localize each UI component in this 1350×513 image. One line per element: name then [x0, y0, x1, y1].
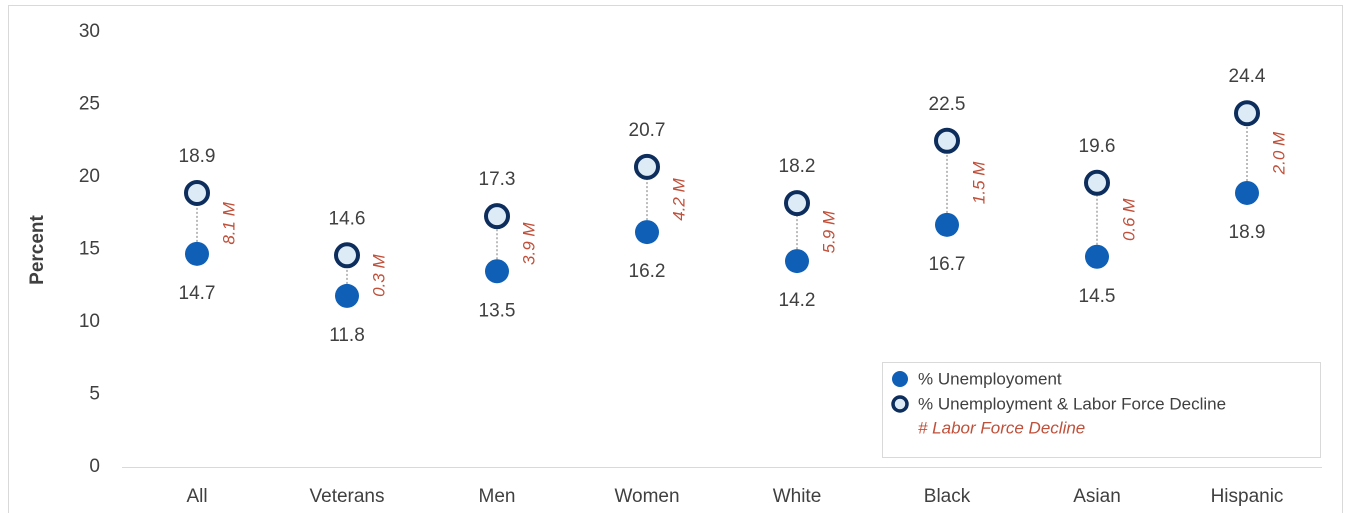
unemployment-decline-dot	[334, 242, 360, 269]
unemployment-dot	[1235, 180, 1259, 205]
unemployment-decline-dot	[484, 203, 510, 230]
x-tick-label: Women	[614, 486, 679, 507]
data-label: 17.3	[479, 169, 516, 190]
y-axis-label: Percent	[27, 214, 48, 284]
labor-force-label: 2.0 M	[1269, 131, 1288, 175]
data-label: 19.6	[1079, 136, 1116, 157]
labor-force-label: 4.2 M	[669, 177, 688, 220]
unemployment-decline-dot	[634, 153, 660, 180]
data-label: 24.4	[1229, 66, 1266, 87]
legend-label: % Unemployoment	[918, 369, 1062, 388]
x-tick-label: Black	[924, 486, 971, 507]
x-tick-label: Asian	[1073, 486, 1121, 507]
data-label: 14.6	[329, 208, 366, 229]
unemployment-decline-dot	[1084, 169, 1110, 196]
y-tick-label: 30	[79, 21, 100, 42]
data-label: 14.7	[179, 283, 216, 304]
unemployment-dot	[1085, 244, 1109, 269]
unemployment-dot	[485, 259, 509, 284]
data-label: 22.5	[929, 94, 966, 115]
data-label: 16.2	[629, 261, 666, 282]
x-tick-label: Men	[479, 486, 516, 507]
data-label: 16.7	[929, 254, 966, 275]
unemployment-decline-dot	[784, 190, 810, 217]
y-tick-label: 25	[79, 94, 100, 115]
y-tick-label: 0	[89, 456, 100, 477]
data-label: 20.7	[629, 120, 666, 141]
unemployment-dot	[935, 212, 959, 237]
unemployment-decline-dot	[184, 179, 210, 206]
x-tick-label: Hispanic	[1211, 486, 1284, 507]
y-tick-label: 5	[89, 384, 100, 405]
labor-force-label: 3.9 M	[519, 222, 538, 265]
labor-force-label: 8.1 M	[219, 201, 238, 244]
data-label: 13.5	[479, 300, 516, 321]
data-label: 18.2	[779, 156, 816, 177]
data-label: 18.9	[179, 146, 216, 167]
unemployment-dot	[335, 283, 359, 308]
legend-label: % Unemployment & Labor Force Decline	[918, 394, 1226, 413]
y-tick-label: 10	[79, 311, 100, 332]
unemployment-dot	[635, 220, 659, 245]
y-tick-label: 20	[79, 166, 100, 187]
x-tick-label: White	[773, 486, 822, 507]
unemployment-dot	[785, 249, 809, 274]
unemployment-decline-dot	[1234, 100, 1260, 127]
labor-force-label: 0.6 M	[1119, 198, 1138, 241]
data-label: 14.5	[1079, 286, 1116, 307]
labor-force-label: 1.5 M	[969, 161, 988, 204]
chart-border	[8, 5, 1343, 513]
labor-force-label: 0.3 M	[369, 254, 388, 297]
x-tick-label: Veterans	[310, 486, 385, 507]
labor-force-label: 5.9 M	[819, 210, 838, 253]
x-tick-label: All	[186, 486, 207, 507]
data-label: 14.2	[779, 290, 816, 311]
unemployment-dot	[185, 241, 209, 266]
y-tick-label: 15	[79, 239, 100, 260]
legend-label: # Labor Force Decline	[918, 418, 1085, 437]
unemployment-decline-dot	[934, 127, 960, 154]
data-label: 11.8	[329, 325, 365, 346]
legend-marker	[892, 371, 908, 387]
data-label: 18.9	[1229, 222, 1266, 243]
legend-box	[882, 362, 1321, 458]
legend-marker	[891, 395, 909, 413]
